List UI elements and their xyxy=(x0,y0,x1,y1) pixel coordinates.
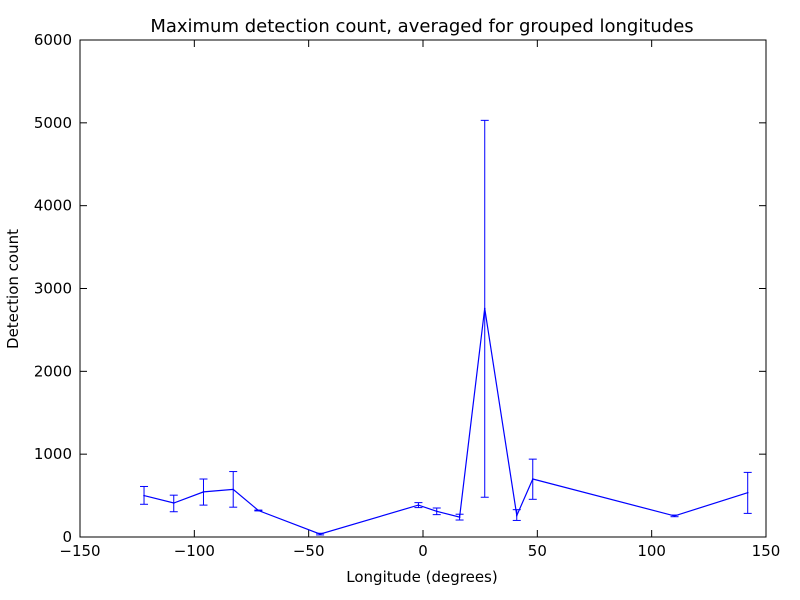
chart-title: Maximum detection count, averaged for gr… xyxy=(150,16,693,37)
data-point xyxy=(172,502,175,504)
data-point xyxy=(531,478,534,480)
data-point xyxy=(458,516,461,518)
data-point xyxy=(143,494,145,497)
y-axis-label: Detection count xyxy=(4,229,22,349)
series-line xyxy=(143,308,748,535)
data-point xyxy=(417,504,420,506)
data-point xyxy=(232,488,235,491)
x-tick-label: −100 xyxy=(174,542,215,560)
x-tick-label: 100 xyxy=(637,542,666,560)
y-tick-label: 5000 xyxy=(34,114,72,132)
data-point xyxy=(257,509,260,512)
axis-ticks: −150 −100 −50 0 50 100 150 0 1000 2000 3000 4000 500… xyxy=(34,31,781,560)
data-point xyxy=(673,515,676,517)
y-tick-label: 1000 xyxy=(34,445,72,463)
x-tick-label: −150 xyxy=(59,542,100,560)
x-tick-label: 150 xyxy=(752,542,781,560)
y-tick-label: 3000 xyxy=(34,280,72,298)
data-point xyxy=(202,491,205,493)
data-point xyxy=(483,307,486,310)
plot-frame xyxy=(79,39,767,538)
data-point xyxy=(746,491,749,494)
data-point xyxy=(435,510,438,513)
x-tick-label: −50 xyxy=(293,542,325,560)
x-tick-label: 50 xyxy=(528,542,547,560)
y-tick-label: 2000 xyxy=(34,362,72,380)
data-series xyxy=(143,307,749,535)
error-bars xyxy=(140,119,752,536)
y-tick-label: 6000 xyxy=(34,31,72,49)
data-point xyxy=(515,514,518,517)
y-tick-label: 0 xyxy=(62,528,72,546)
y-tick-label: 4000 xyxy=(34,197,72,215)
x-axis-label: Longitude (degrees) xyxy=(346,568,497,586)
data-point xyxy=(319,533,321,535)
x-tick-label: 0 xyxy=(418,542,428,560)
